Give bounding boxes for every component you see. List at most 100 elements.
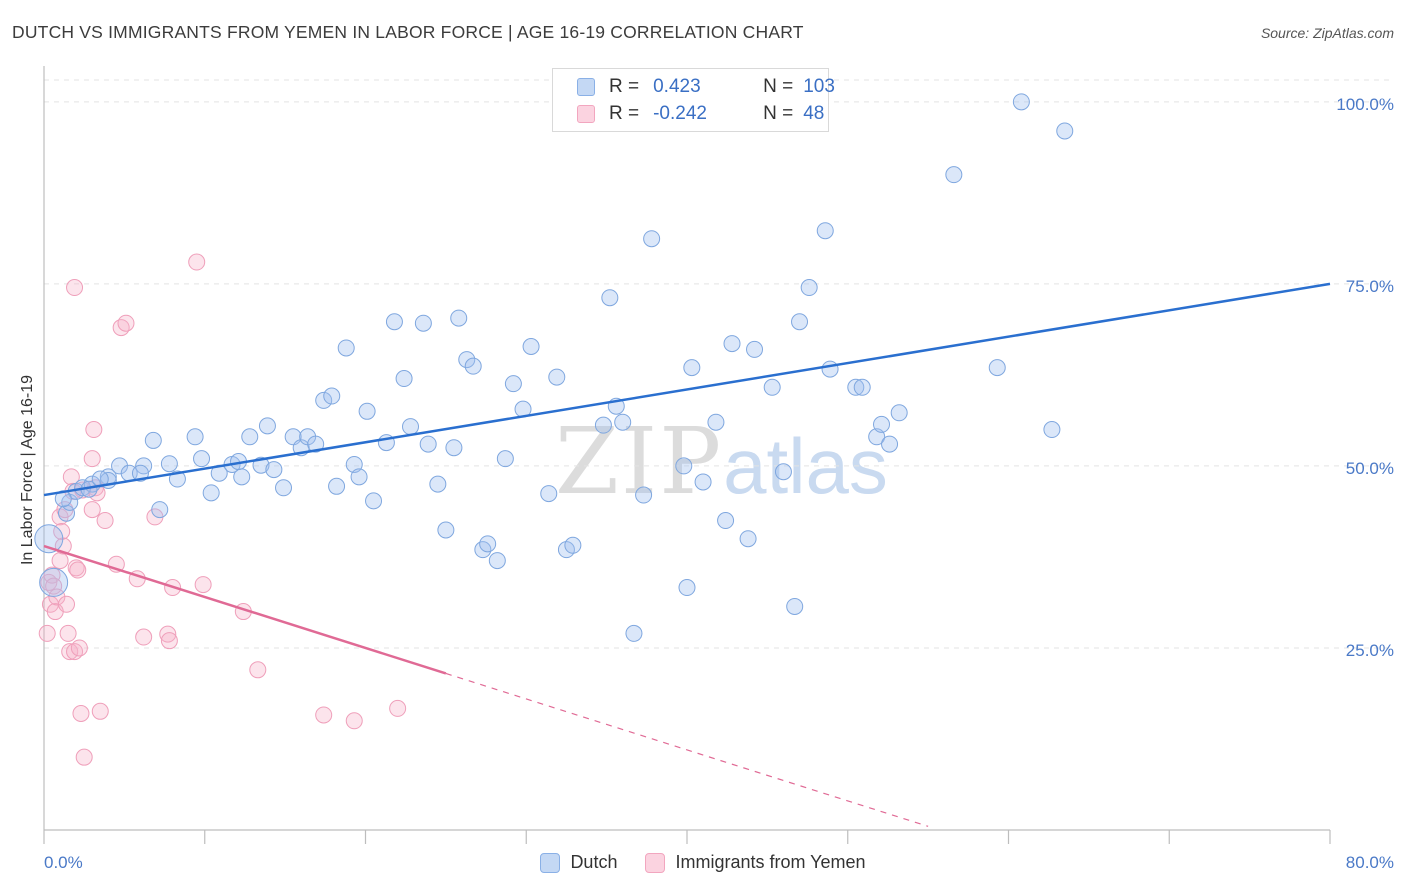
dutch-point [151, 501, 169, 519]
dutch-point [419, 435, 437, 453]
dutch-points [34, 89, 1074, 642]
dutch-point [723, 335, 741, 353]
yemen-point [48, 588, 66, 606]
dutch-point [707, 413, 725, 431]
dutch-point [111, 457, 129, 475]
yemen-point [83, 501, 101, 519]
dutch-point [193, 450, 211, 468]
dutch-point [395, 370, 413, 388]
dutch-point [786, 597, 804, 615]
y-tick-label: 25.0% [1345, 640, 1394, 660]
yemen-point [83, 450, 101, 468]
legend-item-dutch[interactable]: Dutch [540, 852, 617, 873]
dutch-point [337, 339, 355, 357]
dutch-point [675, 457, 693, 475]
dutch-point [873, 415, 891, 433]
dutch-point [186, 428, 204, 446]
dutch-point [763, 378, 781, 396]
yemen-point [38, 624, 56, 642]
yemen-point [51, 552, 69, 570]
dutch-point [791, 313, 809, 331]
dutch-point [816, 222, 834, 240]
dutch-point [881, 435, 899, 453]
dutch-point [450, 309, 468, 327]
legend-row-dutch: R = 0.423 N = 103 [577, 75, 847, 99]
legend-r-value: 0.423 [653, 76, 701, 97]
grid-lines [44, 79, 1390, 649]
dutch-point [1012, 93, 1030, 111]
dutch-point [678, 579, 696, 597]
y-tick-label: 75.0% [1345, 276, 1394, 296]
dutch-point [594, 416, 612, 434]
dutch-point [614, 413, 632, 431]
dutch-point [358, 402, 376, 420]
dutch-point [275, 479, 293, 497]
legend-row-yemen: R = -0.242 N = 48 [577, 102, 847, 126]
dutch-point [307, 435, 325, 453]
yemen-point [45, 577, 63, 595]
yemen-swatch [577, 105, 595, 123]
dutch-point [429, 475, 447, 493]
dutch-point [504, 375, 522, 393]
legend-item-yemen[interactable]: Immigrants from Yemen [645, 852, 866, 873]
dutch-point [945, 166, 963, 184]
dutch-point [160, 455, 178, 473]
yemen-point [85, 421, 103, 439]
dutch-point [1056, 122, 1074, 140]
dutch-point [601, 289, 619, 307]
trend-lines [43, 282, 1331, 827]
dutch-point [847, 378, 865, 396]
dutch-point [445, 439, 463, 457]
legend-n-value: 103 [803, 76, 835, 97]
chart-title: DUTCH VS IMMIGRANTS FROM YEMEN IN LABOR … [12, 22, 804, 42]
dutch-point [258, 417, 276, 435]
yemen-point [345, 712, 363, 730]
yemen-points [38, 253, 407, 766]
legend-n-value: 48 [803, 103, 825, 124]
yemen-point [59, 624, 77, 642]
yemen-point [194, 576, 212, 594]
series-legend: Dutch Immigrants from Yemen [0, 852, 1406, 873]
dutch-point [540, 485, 558, 503]
dutch-point [496, 450, 514, 468]
legend-yemen-label: Immigrants from Yemen [675, 852, 866, 872]
source-label: Source: ZipAtlas.com [1260, 25, 1394, 41]
yemen-point [58, 595, 76, 613]
dutch-point [548, 368, 566, 386]
dutch-point [39, 567, 69, 597]
yemen-point [61, 643, 79, 661]
dutch-point [694, 473, 712, 491]
dutch-point [458, 351, 476, 369]
x-tick-max: 80.0% [1345, 853, 1394, 872]
yemen-point [75, 748, 93, 766]
axes [43, 66, 1331, 844]
yemen-trend-extension [445, 672, 929, 827]
dutch-point [350, 468, 368, 486]
legend-r-value: -0.242 [653, 103, 707, 124]
dutch-point [34, 524, 64, 554]
yemen-point [159, 625, 177, 643]
yemen-point [69, 561, 87, 579]
legend-n-label: N = [763, 103, 794, 124]
dutch-legend-swatch [540, 852, 561, 873]
y-tick-label: 50.0% [1345, 458, 1394, 478]
yemen-point [66, 279, 84, 297]
y-tick-label: 100.0% [1336, 94, 1394, 114]
yemen-point [389, 699, 407, 717]
dutch-point [323, 387, 341, 405]
dutch-point [328, 477, 346, 495]
dutch-point [739, 530, 757, 548]
dutch-swatch [577, 78, 595, 96]
dutch-point [988, 359, 1006, 377]
dutch-point [144, 431, 162, 449]
watermark-zip: ZIP [555, 408, 724, 515]
y-axis-label: In Labor Force | Age 16-19 [19, 374, 36, 566]
dutch-point [643, 230, 661, 248]
dutch-point [853, 378, 871, 396]
dutch-point [315, 391, 333, 409]
dutch-point [1043, 421, 1061, 439]
dutch-point [58, 504, 76, 522]
dutch-point [131, 464, 149, 482]
dutch-trend-line [43, 282, 1331, 497]
